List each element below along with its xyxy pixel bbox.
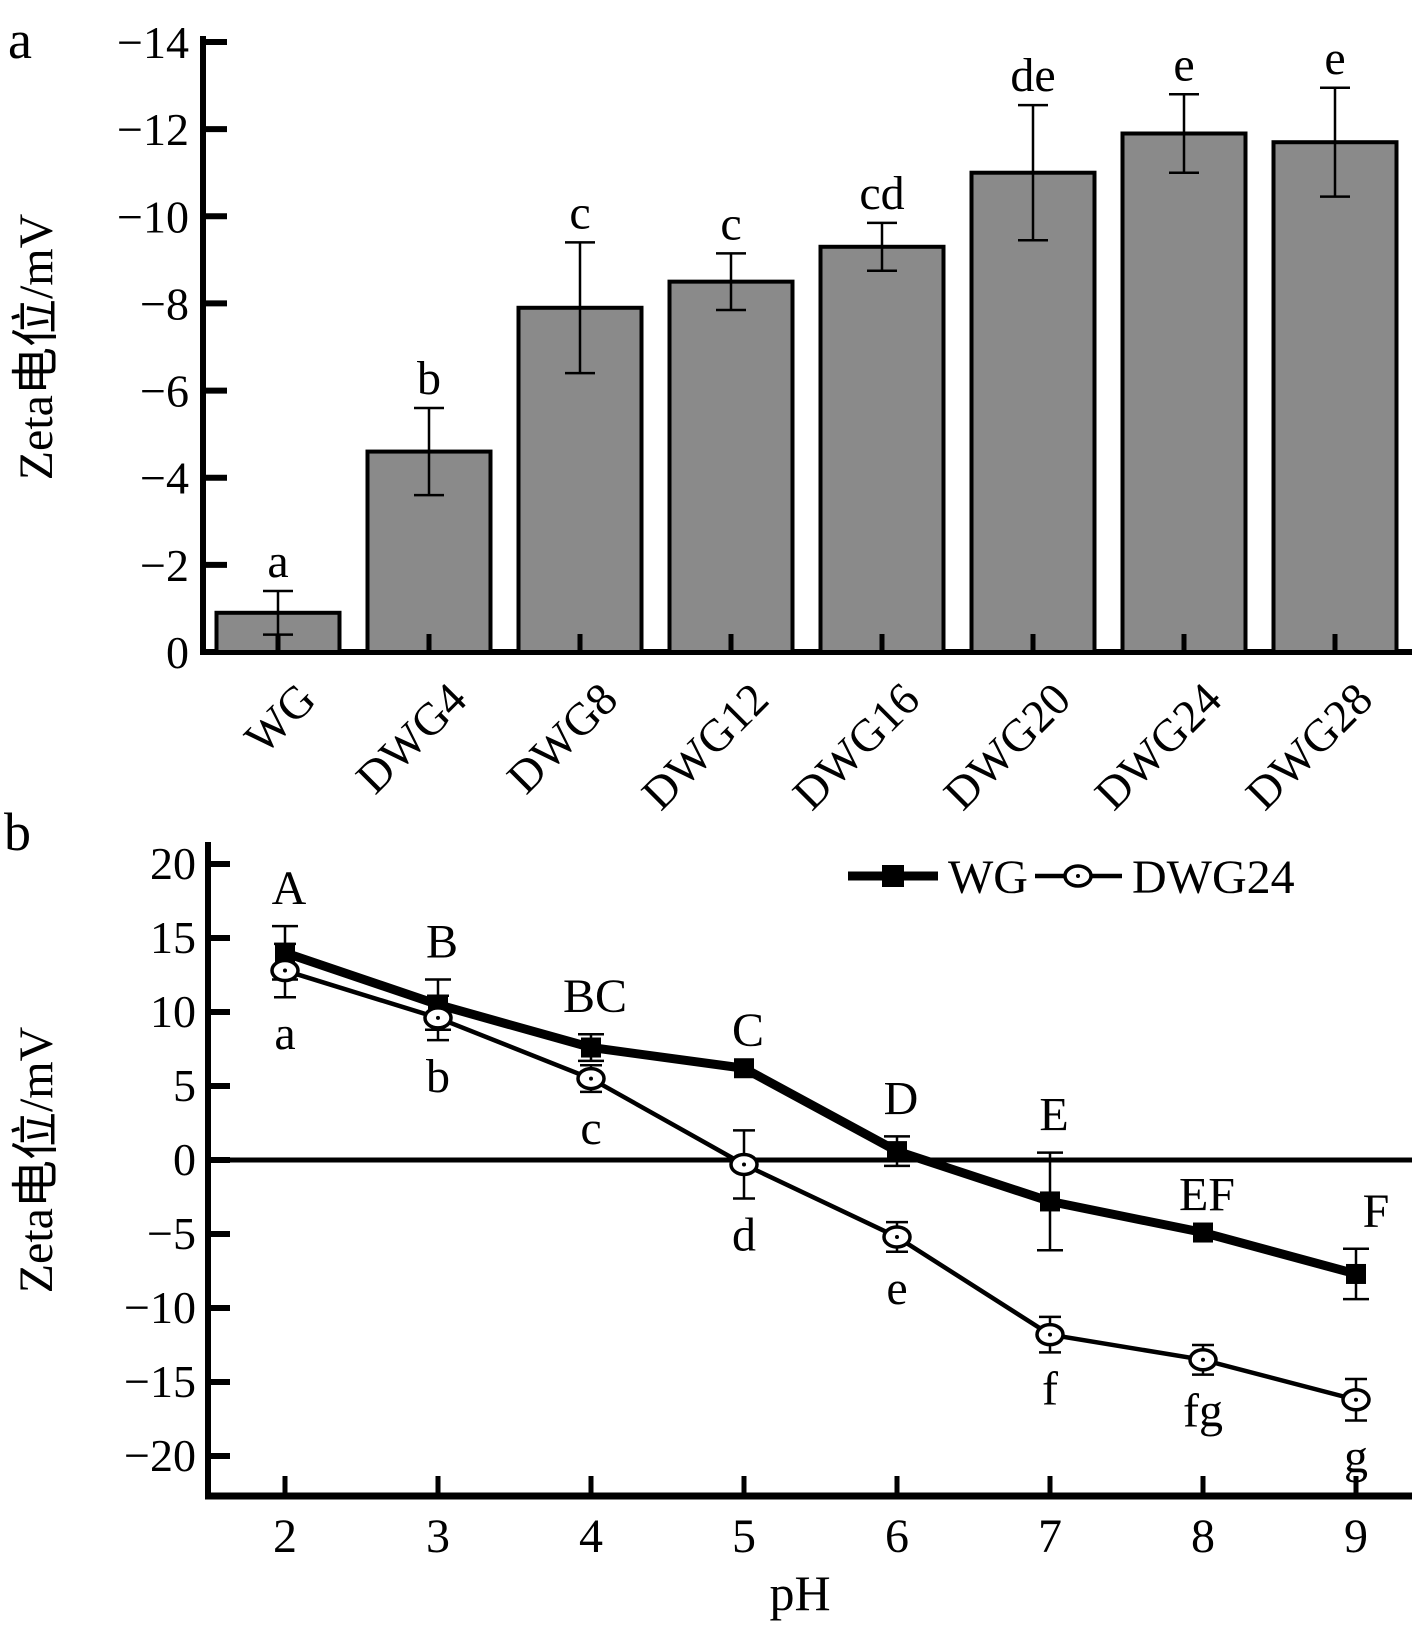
series-line-WG (283, 948, 1358, 1279)
sig-letter-DWG24-pH7: f (1042, 1362, 1058, 1415)
marker-square-WG (1346, 1263, 1366, 1284)
panel-b-line-chart: b Zeta电位/mV 20 15 10 5 0 −5 −10 −15 −20 2 3 4 5 6 7 8 9 pH A… (4, 802, 1412, 1621)
marker-circle-dot (589, 1076, 593, 1081)
sig-letter-DWG12: c (720, 197, 741, 250)
panel-b-ytick-label: −10 (124, 1282, 196, 1333)
marker-square-WG (887, 1141, 907, 1162)
panel-b-xtick-label: 7 (1038, 1510, 1062, 1563)
panel-b-ytick-label: 10 (150, 986, 196, 1037)
sig-letter-WG-pH7: E (1039, 1089, 1068, 1142)
series-line-DWG24 (284, 968, 1357, 1402)
legend-label-WG: WG (948, 851, 1028, 904)
panel-a-ytick-label: 0 (166, 627, 189, 678)
panel-a-ytick-label: −6 (140, 366, 189, 417)
marker-square-WG (275, 942, 295, 963)
category-label-DWG16: DWG16 (783, 673, 929, 819)
bar-DWG16 (818, 244, 946, 655)
panel-a-ytick-label: −10 (117, 191, 189, 242)
sig-letter-WG-pH5: C (732, 1004, 764, 1057)
marker-square-WG (734, 1058, 754, 1079)
panel-b-xtick-label: 8 (1191, 1510, 1215, 1563)
sig-letter-DWG16: cd (859, 167, 904, 220)
category-label-DWG8: DWG8 (497, 673, 627, 803)
category-label-DWG12: DWG12 (632, 673, 778, 819)
panel-b-label: b (4, 802, 31, 862)
sig-letter-WG-pH9: F (1363, 1185, 1390, 1238)
sig-letter-DWG24-pH2: a (274, 1007, 295, 1060)
sig-letter-WG: a (267, 535, 288, 588)
marker-circle-dot (1048, 1332, 1052, 1337)
marker-circle-dot (283, 968, 287, 973)
panel-a-ytick-label: −8 (140, 278, 189, 329)
panel-b-xtick-label: 4 (579, 1510, 603, 1563)
sig-letter-DWG4: b (417, 352, 441, 405)
sig-letter-DWG24-pH8: fg (1183, 1385, 1223, 1438)
bar-DWG24 (1120, 131, 1248, 654)
panel-a-ylabel: Zeta电位/mV (10, 213, 63, 480)
sig-letter-DWG24-pH6: e (886, 1262, 907, 1315)
bar-DWG12 (667, 279, 795, 654)
panel-a-bar-chart: a Zeta电位/mV 0 −2 −4 −6 −8 −10 −12 −14 a WG b DWG4 c DWG… (8, 10, 1412, 819)
bar-DWG28 (1271, 140, 1399, 654)
panel-b-xtick-label: 5 (732, 1510, 756, 1563)
panel-b-xtick-label: 9 (1344, 1510, 1368, 1563)
sig-letter-DWG24-pH9: g (1344, 1430, 1368, 1483)
sig-letter-WG-pH6: D (884, 1072, 919, 1125)
panel-b-ytick-label: −15 (124, 1356, 196, 1407)
category-label-DWG28: DWG28 (1236, 673, 1382, 819)
legend-label-DWG24: DWG24 (1132, 851, 1295, 904)
panel-a-ytick-label: −4 (140, 453, 189, 504)
panel-a-label: a (8, 10, 32, 70)
panel-a-ytick-label: −12 (117, 104, 189, 155)
marker-circle-dot (1354, 1397, 1358, 1402)
marker-square-WG (1193, 1222, 1213, 1243)
sig-letter-DWG24-pH5: d (732, 1208, 756, 1261)
panel-b-xtick-label: 6 (885, 1510, 909, 1563)
marker-circle-dot (895, 1234, 899, 1239)
sig-letter-WG-pH3: B (426, 915, 458, 968)
marker-circle-dot (1201, 1357, 1205, 1362)
marker-circle-dot (742, 1162, 746, 1167)
panel-b-ytick-label: 15 (150, 912, 196, 963)
legend-marker-square (882, 865, 904, 887)
category-label-DWG24: DWG24 (1085, 673, 1231, 819)
category-label-DWG4: DWG4 (346, 673, 476, 803)
panel-b-ytick-label: 5 (173, 1060, 196, 1111)
panel-b-ytick-label: 20 (150, 838, 196, 889)
sig-letter-DWG8: c (569, 186, 590, 239)
sig-letter-DWG24: e (1173, 38, 1194, 91)
panel-b-xlabel: pH (769, 1565, 830, 1621)
panel-a-ytick-label: −2 (140, 540, 189, 591)
sig-letter-WG-pH4: BC (563, 970, 627, 1023)
sig-letter-DWG24-pH4: c (580, 1102, 601, 1155)
legend: WG DWG24 (848, 851, 1295, 904)
category-label-WG: WG (235, 673, 325, 763)
sig-letter-WG-pH8: EF (1179, 1169, 1235, 1222)
panel-b-xtick-label: 2 (273, 1510, 297, 1563)
legend-marker-circle-dot (1076, 874, 1080, 878)
sig-letter-DWG24-pH3: b (426, 1050, 450, 1103)
sig-letter-WG-pH2: A (272, 862, 307, 915)
marker-circle-dot (436, 1015, 440, 1020)
panel-b-ylabel: Zeta电位/mV (10, 1026, 63, 1293)
marker-square-WG (1040, 1191, 1060, 1212)
panel-b-ytick-label: −20 (124, 1430, 196, 1481)
sig-letter-DWG28: e (1324, 32, 1345, 85)
panel-b-ytick-label: −5 (147, 1208, 196, 1259)
marker-square-WG (581, 1037, 601, 1058)
panel-b-ytick-label: 0 (173, 1134, 196, 1185)
bar-DWG20 (969, 170, 1097, 654)
category-label-DWG20: DWG20 (934, 673, 1080, 819)
panel-b-xtick-label: 3 (426, 1510, 450, 1563)
panel-a-ytick-label: −14 (117, 17, 189, 68)
sig-letter-DWG20: de (1010, 49, 1055, 102)
